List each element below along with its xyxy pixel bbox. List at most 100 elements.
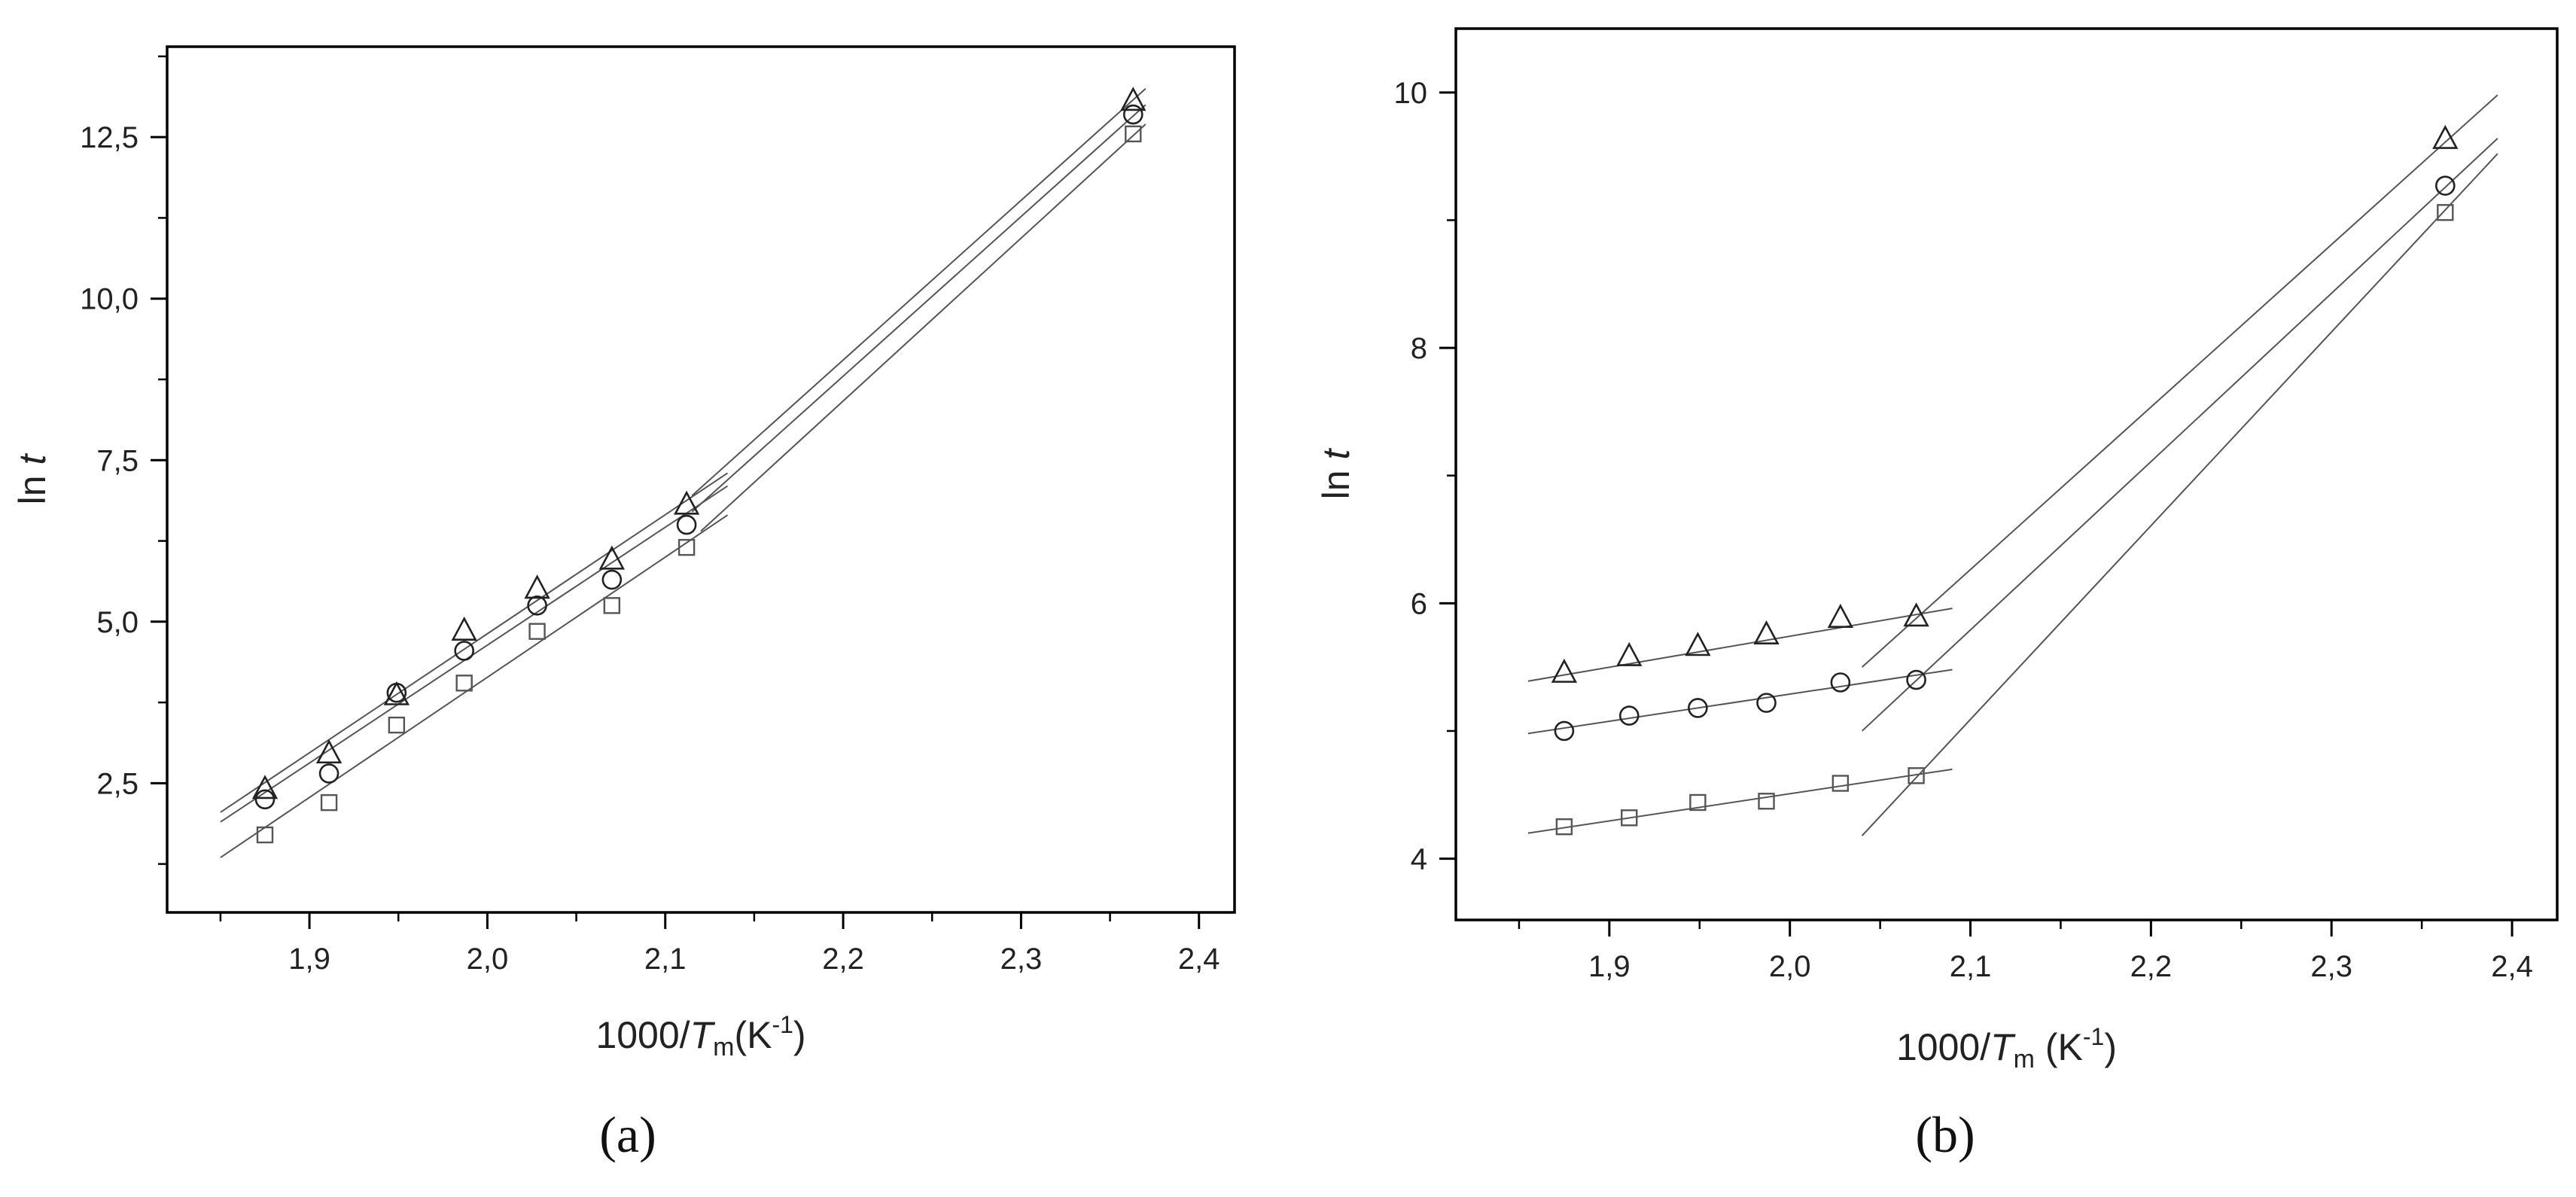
circle-marker-b bbox=[1830, 672, 1851, 693]
square-marker-b bbox=[1689, 793, 1707, 812]
x-tick-label-a: 2,0 bbox=[467, 943, 509, 976]
circle-marker-a bbox=[601, 569, 623, 590]
triangle-marker-a bbox=[251, 775, 279, 800]
y-tick-label-b: 8 bbox=[1411, 332, 1427, 365]
fit-line-a bbox=[220, 472, 729, 813]
triangle-marker-b bbox=[1903, 602, 1929, 627]
y-tick-label-a: 5,0 bbox=[96, 606, 139, 639]
x-axis-title-unit-close: ) bbox=[2104, 1026, 2117, 1068]
circle-marker-a bbox=[386, 682, 407, 703]
y-axis-title-variable: t bbox=[1315, 448, 1357, 460]
circle-marker-a bbox=[676, 514, 697, 535]
circle-marker-b bbox=[2435, 175, 2456, 196]
square-marker-a bbox=[320, 793, 338, 812]
triangle-marker-a bbox=[524, 574, 550, 599]
y-axis-title-prefix: ln bbox=[11, 465, 53, 505]
y-axis-title-a: ln t bbox=[11, 453, 53, 505]
panel-label-b: (b) bbox=[1915, 1106, 1975, 1163]
fit-line-b bbox=[1527, 608, 1953, 682]
square-marker-b bbox=[1621, 809, 1638, 827]
x-axis-title-superscript: -1 bbox=[772, 1011, 793, 1038]
triangle-marker-b bbox=[1685, 632, 1711, 656]
square-marker-b bbox=[1758, 793, 1775, 810]
circle-marker-b bbox=[1554, 720, 1575, 742]
fit-line-a bbox=[220, 514, 729, 858]
fit-line-b bbox=[1527, 669, 1953, 735]
fit-line-a bbox=[700, 123, 1146, 532]
x-axis-title-prefix: 1000/ bbox=[1896, 1026, 1990, 1068]
triangle-marker-a bbox=[451, 616, 477, 641]
x-axis-title-b: 1000/Tm (K-1) bbox=[1896, 1023, 2117, 1074]
circle-marker-b bbox=[1906, 669, 1926, 690]
circle-marker-a bbox=[1122, 104, 1143, 125]
y-tick-label-a: 10,0 bbox=[80, 283, 139, 316]
square-marker-b bbox=[2437, 204, 2454, 221]
square-marker-a bbox=[455, 675, 473, 692]
square-marker-a bbox=[528, 623, 546, 640]
x-axis-title-a: 1000/Tm(K-1) bbox=[595, 1011, 805, 1061]
circle-marker-a bbox=[318, 763, 340, 784]
fit-line-b bbox=[1861, 138, 2498, 732]
plot-frame-a bbox=[166, 45, 1236, 914]
x-axis-title-superscript: -1 bbox=[2083, 1023, 2104, 1050]
circle-marker-b bbox=[1756, 693, 1777, 713]
fit-line-a bbox=[691, 104, 1146, 513]
circle-marker-a bbox=[254, 789, 276, 810]
plot-frame-b bbox=[1454, 27, 2559, 921]
y-axis-title-prefix: ln bbox=[1315, 460, 1357, 500]
panel-label-a: (a) bbox=[599, 1106, 656, 1163]
fit-line-b bbox=[1861, 94, 2498, 668]
x-tick-label-a: 1,9 bbox=[288, 943, 330, 976]
x-axis-title-unit: (K bbox=[734, 1014, 772, 1056]
square-marker-b bbox=[1832, 775, 1850, 792]
x-axis-title-subscript: m bbox=[2014, 1045, 2035, 1074]
square-marker-a bbox=[388, 716, 406, 734]
circle-marker-a bbox=[527, 595, 547, 616]
y-tick-label-b: 6 bbox=[1411, 587, 1427, 620]
fit-line-a bbox=[220, 485, 729, 823]
triangle-marker-a bbox=[598, 545, 626, 570]
triangle-marker-a bbox=[1120, 87, 1146, 111]
y-tick-label-a: 7,5 bbox=[96, 444, 139, 477]
x-tick-label-b: 2,4 bbox=[2491, 950, 2533, 983]
triangle-marker-b bbox=[1616, 641, 1643, 666]
circle-marker-b bbox=[1618, 705, 1640, 726]
square-marker-a bbox=[1125, 125, 1142, 143]
square-marker-b bbox=[1908, 767, 1925, 784]
x-axis-title-variable: T bbox=[690, 1014, 716, 1056]
x-tick-label-a: 2,4 bbox=[1178, 943, 1220, 976]
x-axis-title-unit: (K bbox=[2035, 1026, 2083, 1068]
triangle-marker-b bbox=[1753, 620, 1780, 645]
triangle-marker-b bbox=[1551, 658, 1578, 683]
x-tick-label-b: 2,0 bbox=[1769, 950, 1811, 983]
x-tick-label-a: 2,1 bbox=[644, 943, 687, 976]
x-axis-title-prefix: 1000/ bbox=[595, 1014, 690, 1056]
fit-line-b bbox=[1861, 153, 2498, 836]
y-axis-title-b: ln t bbox=[1315, 448, 1357, 500]
y-axis-title-variable: t bbox=[11, 453, 53, 465]
chart-panel-a: 1,9 2,0 2,1 2,2 2,3 2,4 2,5 5,0 7,5 10,0 12,5 1000/… bbox=[11, 45, 1236, 1163]
triangle-marker-b bbox=[1827, 603, 1854, 628]
x-tick-label-a: 2,2 bbox=[822, 943, 864, 976]
square-marker-a bbox=[256, 826, 274, 844]
chart-panel-b: 1,9 2,0 2,1 2,2 2,3 2,4 4 6 8 10 1000/Tm (K-1) ln t… bbox=[1315, 27, 2559, 1163]
x-tick-label-a: 2,3 bbox=[1000, 943, 1043, 976]
x-tick-label-b: 1,9 bbox=[1588, 950, 1631, 983]
square-marker-b bbox=[1555, 818, 1573, 836]
x-axis-title-unit-close: ) bbox=[793, 1014, 806, 1056]
y-tick-label-a: 12,5 bbox=[80, 121, 139, 154]
triangle-marker-b bbox=[2432, 124, 2459, 149]
x-tick-label-b: 2,2 bbox=[2130, 950, 2173, 983]
circle-marker-b bbox=[1688, 698, 1708, 718]
x-tick-label-b: 2,3 bbox=[2310, 950, 2352, 983]
y-tick-label-a: 2,5 bbox=[96, 767, 139, 800]
square-marker-a bbox=[677, 538, 696, 556]
y-tick-label-b: 10 bbox=[1394, 77, 1428, 110]
fit-line-a bbox=[691, 88, 1146, 497]
x-tick-label-b: 2,1 bbox=[1950, 950, 1992, 983]
fit-line-b bbox=[1527, 768, 1953, 834]
triangle-marker-a bbox=[383, 681, 410, 705]
triangle-marker-a bbox=[673, 490, 700, 515]
circle-marker-a bbox=[454, 641, 474, 661]
